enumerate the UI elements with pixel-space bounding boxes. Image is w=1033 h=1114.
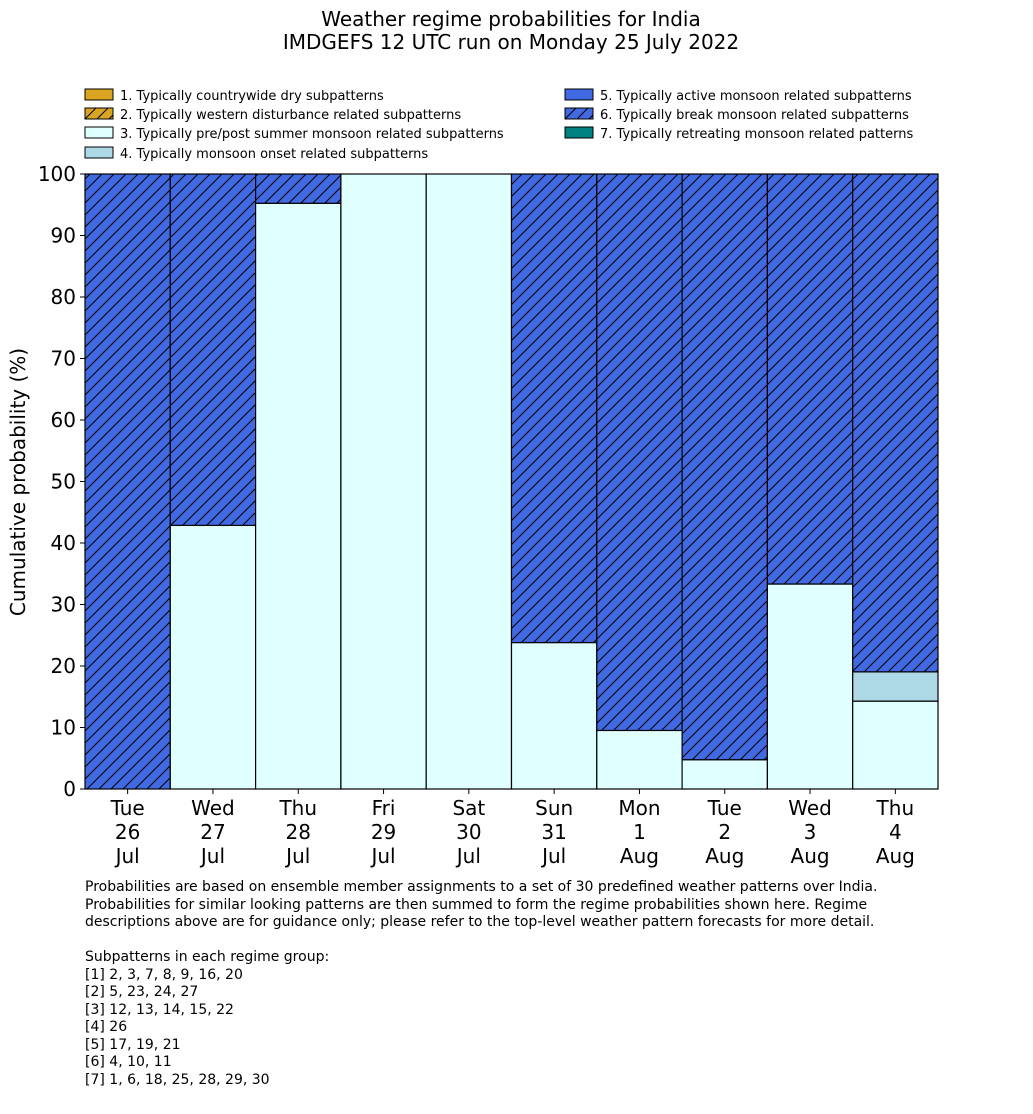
x-tick-label: 31 — [541, 820, 566, 844]
bars — [84, 173, 939, 790]
bar-segment-regime-3 — [340, 173, 427, 790]
bar-segment-regime-4 — [852, 671, 939, 702]
footnote-line: Probabilities are based on ensemble memb… — [85, 879, 878, 895]
legend-hatch-regime-6 — [565, 108, 593, 119]
y-tick-label: 90 — [51, 224, 76, 248]
regime-probability-chart: Weather regime probabilities for India I… — [6, 7, 939, 868]
footnote-line: [3] 12, 13, 14, 15, 22 — [85, 1001, 234, 1018]
legend-hatch-regime-2 — [85, 108, 113, 119]
x-tick-label: Sun — [535, 796, 573, 820]
x-tick-label: Jul — [114, 844, 140, 868]
x-tick-label: Aug — [705, 844, 744, 868]
x-tick-label: 27 — [200, 820, 225, 844]
bar-segment-regime-3 — [596, 729, 683, 790]
x-tick-label: 3 — [804, 820, 817, 844]
bar-hatch-regime-6 — [682, 174, 768, 760]
bar-segment-regime-3 — [510, 641, 598, 790]
footnote-line: Probabilities for similar looking patter… — [85, 896, 868, 913]
footnote-line: [5] 17, 19, 21 — [85, 1036, 181, 1053]
x-tick-label: Tue — [707, 796, 742, 820]
x-tick-label: 30 — [456, 820, 481, 844]
bar-hatch-regime-6 — [511, 174, 597, 643]
bar-hatch-regime-6 — [170, 174, 256, 526]
y-tick-label: 100 — [38, 162, 76, 186]
x-tick-label: 29 — [371, 820, 396, 844]
footnote-line: [7] 1, 6, 18, 25, 28, 29, 30 — [85, 1071, 270, 1088]
x-tick-label: Tue — [110, 796, 145, 820]
bar-segment-regime-3 — [255, 202, 342, 790]
legend-label-regime-5: 5. Typically active monsoon related subp… — [600, 89, 912, 104]
legend-swatch-regime-1 — [84, 88, 114, 101]
x-tick-label: Jul — [540, 844, 566, 868]
chart-subtitle: IMDGEFS 12 UTC run on Monday 25 July 202… — [283, 30, 739, 54]
x-tick-label: Aug — [620, 844, 659, 868]
bar-hatch-regime-6 — [85, 174, 171, 789]
legend-label-regime-4: 4. Typically monsoon onset related subpa… — [120, 147, 428, 162]
y-tick-label: 70 — [51, 347, 76, 371]
legend-label-regime-3: 3. Typically pre/post summer monsoon rel… — [120, 127, 504, 142]
bar-hatch-regime-6 — [596, 174, 683, 731]
legend-label-regime-2: 2. Typically western disturbance related… — [120, 108, 461, 123]
bar-hatch-regime-6 — [852, 174, 938, 672]
x-tick-label: 2 — [718, 820, 731, 844]
x-tick-label: Wed — [191, 796, 235, 820]
bar-segment-regime-3 — [425, 173, 513, 790]
bar-segment-regime-3 — [766, 583, 854, 790]
y-tick-label: 20 — [51, 654, 76, 678]
legend-swatch-regime-3 — [84, 126, 114, 139]
footnote-line: [4] 26 — [85, 1019, 128, 1035]
legend-label-regime-6: 6. Typically break monsoon related subpa… — [600, 108, 909, 123]
y-tick-label: 50 — [51, 470, 76, 494]
x-tick-label: 1 — [633, 820, 646, 844]
footnote-line: [1] 2, 3, 7, 8, 9, 16, 20 — [85, 966, 243, 983]
y-tick-label: 80 — [51, 285, 76, 309]
x-tick-label: 26 — [115, 820, 140, 844]
footnote-line: descriptions above are for guidance only… — [85, 914, 875, 930]
legend-label-regime-1: 1. Typically countrywide dry subpatterns — [120, 89, 384, 104]
x-tick-label: Wed — [788, 796, 832, 820]
y-tick-label: 0 — [63, 777, 76, 801]
y-tick-label: 40 — [51, 531, 76, 555]
footnote-line — [85, 932, 877, 950]
x-tick-label: Jul — [199, 844, 225, 868]
x-tick-label: 28 — [286, 820, 311, 844]
x-tick-label: Sat — [452, 796, 485, 820]
axes: 0102030405060708090100Tue26JulWed27JulTh… — [38, 162, 938, 868]
x-tick-label: Aug — [791, 844, 830, 868]
legend-swatch-regime-5 — [564, 88, 594, 101]
x-tick-label: Fri — [372, 796, 396, 820]
footnote-line: Subpatterns in each regime group: — [85, 949, 330, 965]
x-tick-label: Thu — [278, 796, 317, 820]
y-tick-label: 60 — [51, 408, 76, 432]
x-tick-label: 4 — [889, 820, 902, 844]
x-tick-label: Thu — [876, 796, 915, 820]
chart-title: Weather regime probabilities for India — [321, 7, 701, 31]
x-tick-label: Aug — [876, 844, 915, 868]
legend: 1. Typically countrywide dry subpatterns… — [84, 88, 913, 162]
y-tick-label: 30 — [51, 593, 76, 617]
footnote-line: [2] 5, 23, 24, 27 — [85, 984, 199, 1000]
legend-swatch-regime-4 — [84, 146, 114, 159]
x-tick-label: Jul — [284, 844, 310, 868]
bar-hatch-regime-6 — [767, 174, 853, 585]
x-tick-label: Mon — [618, 796, 660, 820]
y-axis-label: Cumulative probability (%) — [6, 348, 30, 616]
x-tick-label: Jul — [369, 844, 395, 868]
footnote-line: [6] 4, 10, 11 — [85, 1054, 172, 1070]
bar-segment-regime-3 — [169, 524, 257, 790]
legend-label-regime-7: 7. Typically retreating monsoon related … — [600, 127, 913, 142]
bar-segment-regime-3 — [681, 759, 768, 790]
legend-swatch-regime-7 — [564, 126, 594, 139]
footnotes: Probabilities are based on ensemble memb… — [85, 879, 877, 1089]
y-tick-label: 10 — [51, 716, 76, 740]
bar-hatch-regime-6 — [255, 174, 341, 204]
bar-segment-regime-3 — [852, 700, 939, 790]
x-tick-label: Jul — [455, 844, 481, 868]
